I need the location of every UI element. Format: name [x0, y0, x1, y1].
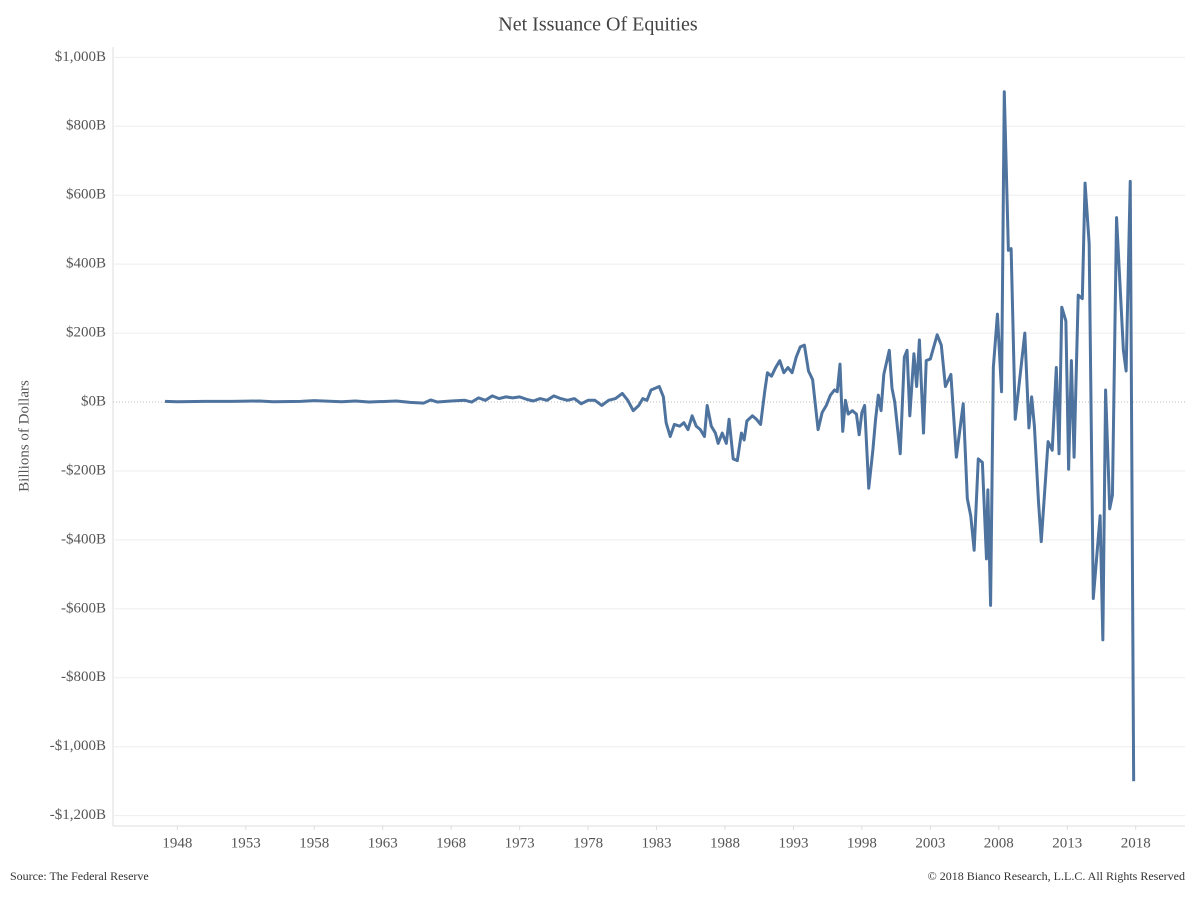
y-tick-label: $1,000B — [55, 49, 106, 65]
y-tick-label: -$200B — [61, 462, 106, 478]
x-tick-label: 1993 — [778, 835, 808, 851]
y-tick-label: $0B — [81, 393, 106, 409]
x-tick-label: 2003 — [915, 835, 945, 851]
x-tick-label: 2018 — [1121, 835, 1151, 851]
y-axis-label: Billions of Dollars — [16, 380, 32, 492]
x-tick-label: 1973 — [505, 835, 535, 851]
copyright: © 2018 Bianco Research, L.L.C. All Right… — [928, 869, 1185, 883]
x-tick-label: 1953 — [231, 835, 261, 851]
x-tick-label: 1948 — [162, 835, 192, 851]
x-tick-label: 1963 — [368, 835, 398, 851]
y-tick-label: -$1,000B — [50, 738, 106, 754]
x-tick-label: 1998 — [847, 835, 877, 851]
x-tick-label: 2008 — [984, 835, 1014, 851]
x-tick-label: 1988 — [710, 835, 740, 851]
x-tick-label: 1983 — [642, 835, 672, 851]
y-tick-label: -$400B — [61, 531, 106, 547]
source: Source: The Federal Reserve — [10, 869, 149, 883]
x-tick-label: 1978 — [573, 835, 603, 851]
x-tick-label: 1958 — [299, 835, 329, 851]
y-tick-label: $600B — [66, 187, 106, 203]
x-tick-label: 2013 — [1052, 835, 1082, 851]
y-tick-label: -$1,200B — [50, 807, 106, 823]
y-tick-label: -$800B — [61, 669, 106, 685]
chart-title: Net Issuance Of Equities — [498, 14, 698, 36]
y-tick-label: $400B — [66, 256, 106, 272]
data-line — [164, 90, 1136, 782]
y-tick-label: $800B — [66, 118, 106, 134]
y-tick-label: $200B — [66, 325, 106, 341]
y-tick-label: -$600B — [61, 600, 106, 616]
x-tick-label: 1968 — [436, 835, 466, 851]
